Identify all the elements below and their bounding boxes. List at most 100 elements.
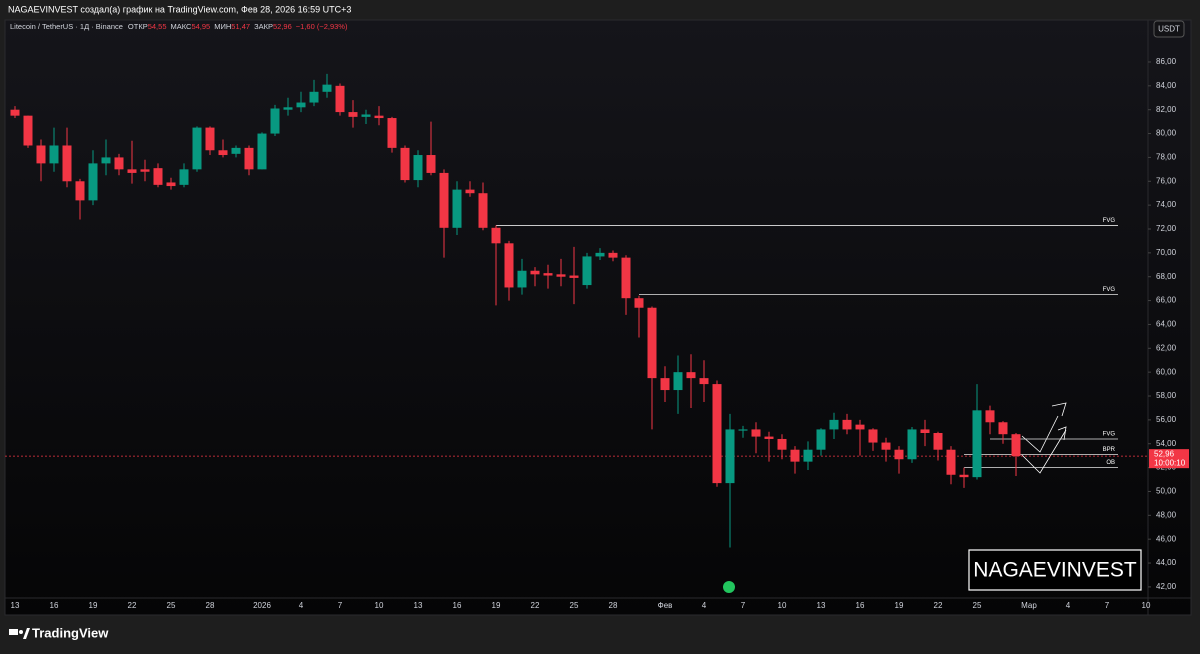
candle-body (790, 449, 800, 462)
x-tick-label: 2026 (253, 601, 271, 610)
candle-body (166, 182, 176, 187)
candle-body (231, 147, 241, 154)
x-tick-label: Фев (658, 601, 673, 610)
candle-body (543, 273, 553, 276)
level-label: FVG (1103, 432, 1116, 438)
watermark-box (968, 549, 1142, 591)
y-tick-label: 66,00 (1156, 296, 1177, 305)
candle-body (894, 449, 904, 460)
y-tick-label: 60,00 (1156, 367, 1177, 376)
level-label: BPR (1103, 447, 1116, 453)
x-tick-label: 28 (206, 601, 215, 610)
candle-body (465, 189, 475, 194)
candle-body (855, 424, 865, 430)
candle-body (491, 227, 501, 244)
candle-body (712, 384, 722, 484)
legend-key: ОТКР (128, 22, 148, 31)
y-tick-label: 44,00 (1156, 558, 1177, 567)
candle-body (686, 372, 696, 379)
x-tick-label: 22 (531, 601, 540, 610)
candle-body (309, 91, 319, 103)
candle-body (62, 145, 72, 182)
x-tick-label: 4 (299, 601, 304, 610)
candle-body (920, 429, 930, 434)
logo-mark (9, 629, 18, 635)
price-tag (1149, 449, 1189, 469)
candle-body (140, 169, 150, 172)
x-tick-label: 25 (973, 601, 982, 610)
candle-body (699, 378, 709, 385)
x-tick-label: 22 (128, 601, 137, 610)
y-tick-label: 68,00 (1156, 272, 1177, 281)
candle-body (725, 429, 735, 484)
x-tick-label: 7 (338, 601, 343, 610)
y-tick-label: 54,00 (1156, 439, 1177, 448)
legend-key: МАКС (171, 22, 193, 31)
candle-body (88, 163, 98, 201)
x-tick-label: 13 (414, 601, 423, 610)
candle-body (335, 85, 345, 113)
projection-arrow (1021, 415, 1059, 453)
event-marker[interactable] (723, 581, 735, 593)
candle-body (114, 157, 124, 170)
candle-body (387, 118, 397, 148)
candle-body (816, 429, 826, 450)
candle-body (10, 109, 20, 116)
candle-body (803, 449, 813, 462)
candle-body (556, 274, 566, 277)
candle-body (530, 270, 540, 275)
x-tick-label: 16 (453, 601, 462, 610)
legend-value: 52,96 (273, 22, 292, 31)
candle-body (972, 410, 982, 478)
candle-body (400, 147, 410, 181)
x-tick-label: 25 (167, 601, 176, 610)
candle-body (829, 419, 839, 430)
candle-body (49, 145, 59, 164)
y-tick-label: 82,00 (1156, 105, 1177, 114)
currency-button[interactable] (1153, 20, 1185, 38)
candle-body (23, 115, 33, 146)
arrow-head (1051, 402, 1067, 417)
legend-key: ЗАКР (254, 22, 273, 31)
candle-body (660, 378, 670, 391)
legend-value: 51,47 (231, 22, 250, 31)
candle-body (322, 84, 332, 92)
candle-body (764, 436, 774, 439)
header-text: NAGAEVINVEST создал(а) график на Trading… (8, 4, 351, 14)
candle-body (959, 474, 969, 478)
x-tick-label: 4 (1066, 601, 1071, 610)
legend-value: 54,95 (191, 22, 210, 31)
x-tick-label: 16 (856, 601, 865, 610)
footer-logo: TradingView (9, 625, 109, 640)
x-tick-label: 19 (895, 601, 904, 610)
candle-body (881, 442, 891, 450)
candle-body (621, 257, 631, 299)
logo-mark (19, 630, 23, 634)
candle-body (36, 145, 46, 164)
y-tick-label: 56,00 (1156, 415, 1177, 424)
x-tick-label: Мар (1021, 601, 1037, 610)
candle-body (270, 108, 280, 134)
candle-body (348, 112, 358, 117)
legend-value: 54,55 (148, 22, 167, 31)
candle-body (205, 127, 215, 151)
price-tag-label: 52,96 (1154, 449, 1175, 458)
candle-body (634, 298, 644, 308)
candle-body (569, 275, 579, 278)
x-tick-label: 10 (1142, 601, 1151, 610)
y-tick-label: 48,00 (1156, 510, 1177, 519)
candle-body (218, 150, 228, 156)
y-tick-label: 42,00 (1156, 582, 1177, 591)
candle-body (647, 307, 657, 379)
candle-body (153, 168, 163, 185)
y-tick-label: 72,00 (1156, 224, 1177, 233)
candle-body (101, 157, 111, 164)
chart-pane (4, 19, 1192, 616)
candle-body (608, 252, 618, 258)
level-label: FVG (1103, 287, 1116, 293)
arrow-head (1057, 426, 1067, 441)
currency-label: USDT (1158, 25, 1180, 34)
candle-body (868, 429, 878, 443)
candle-body (595, 252, 605, 257)
